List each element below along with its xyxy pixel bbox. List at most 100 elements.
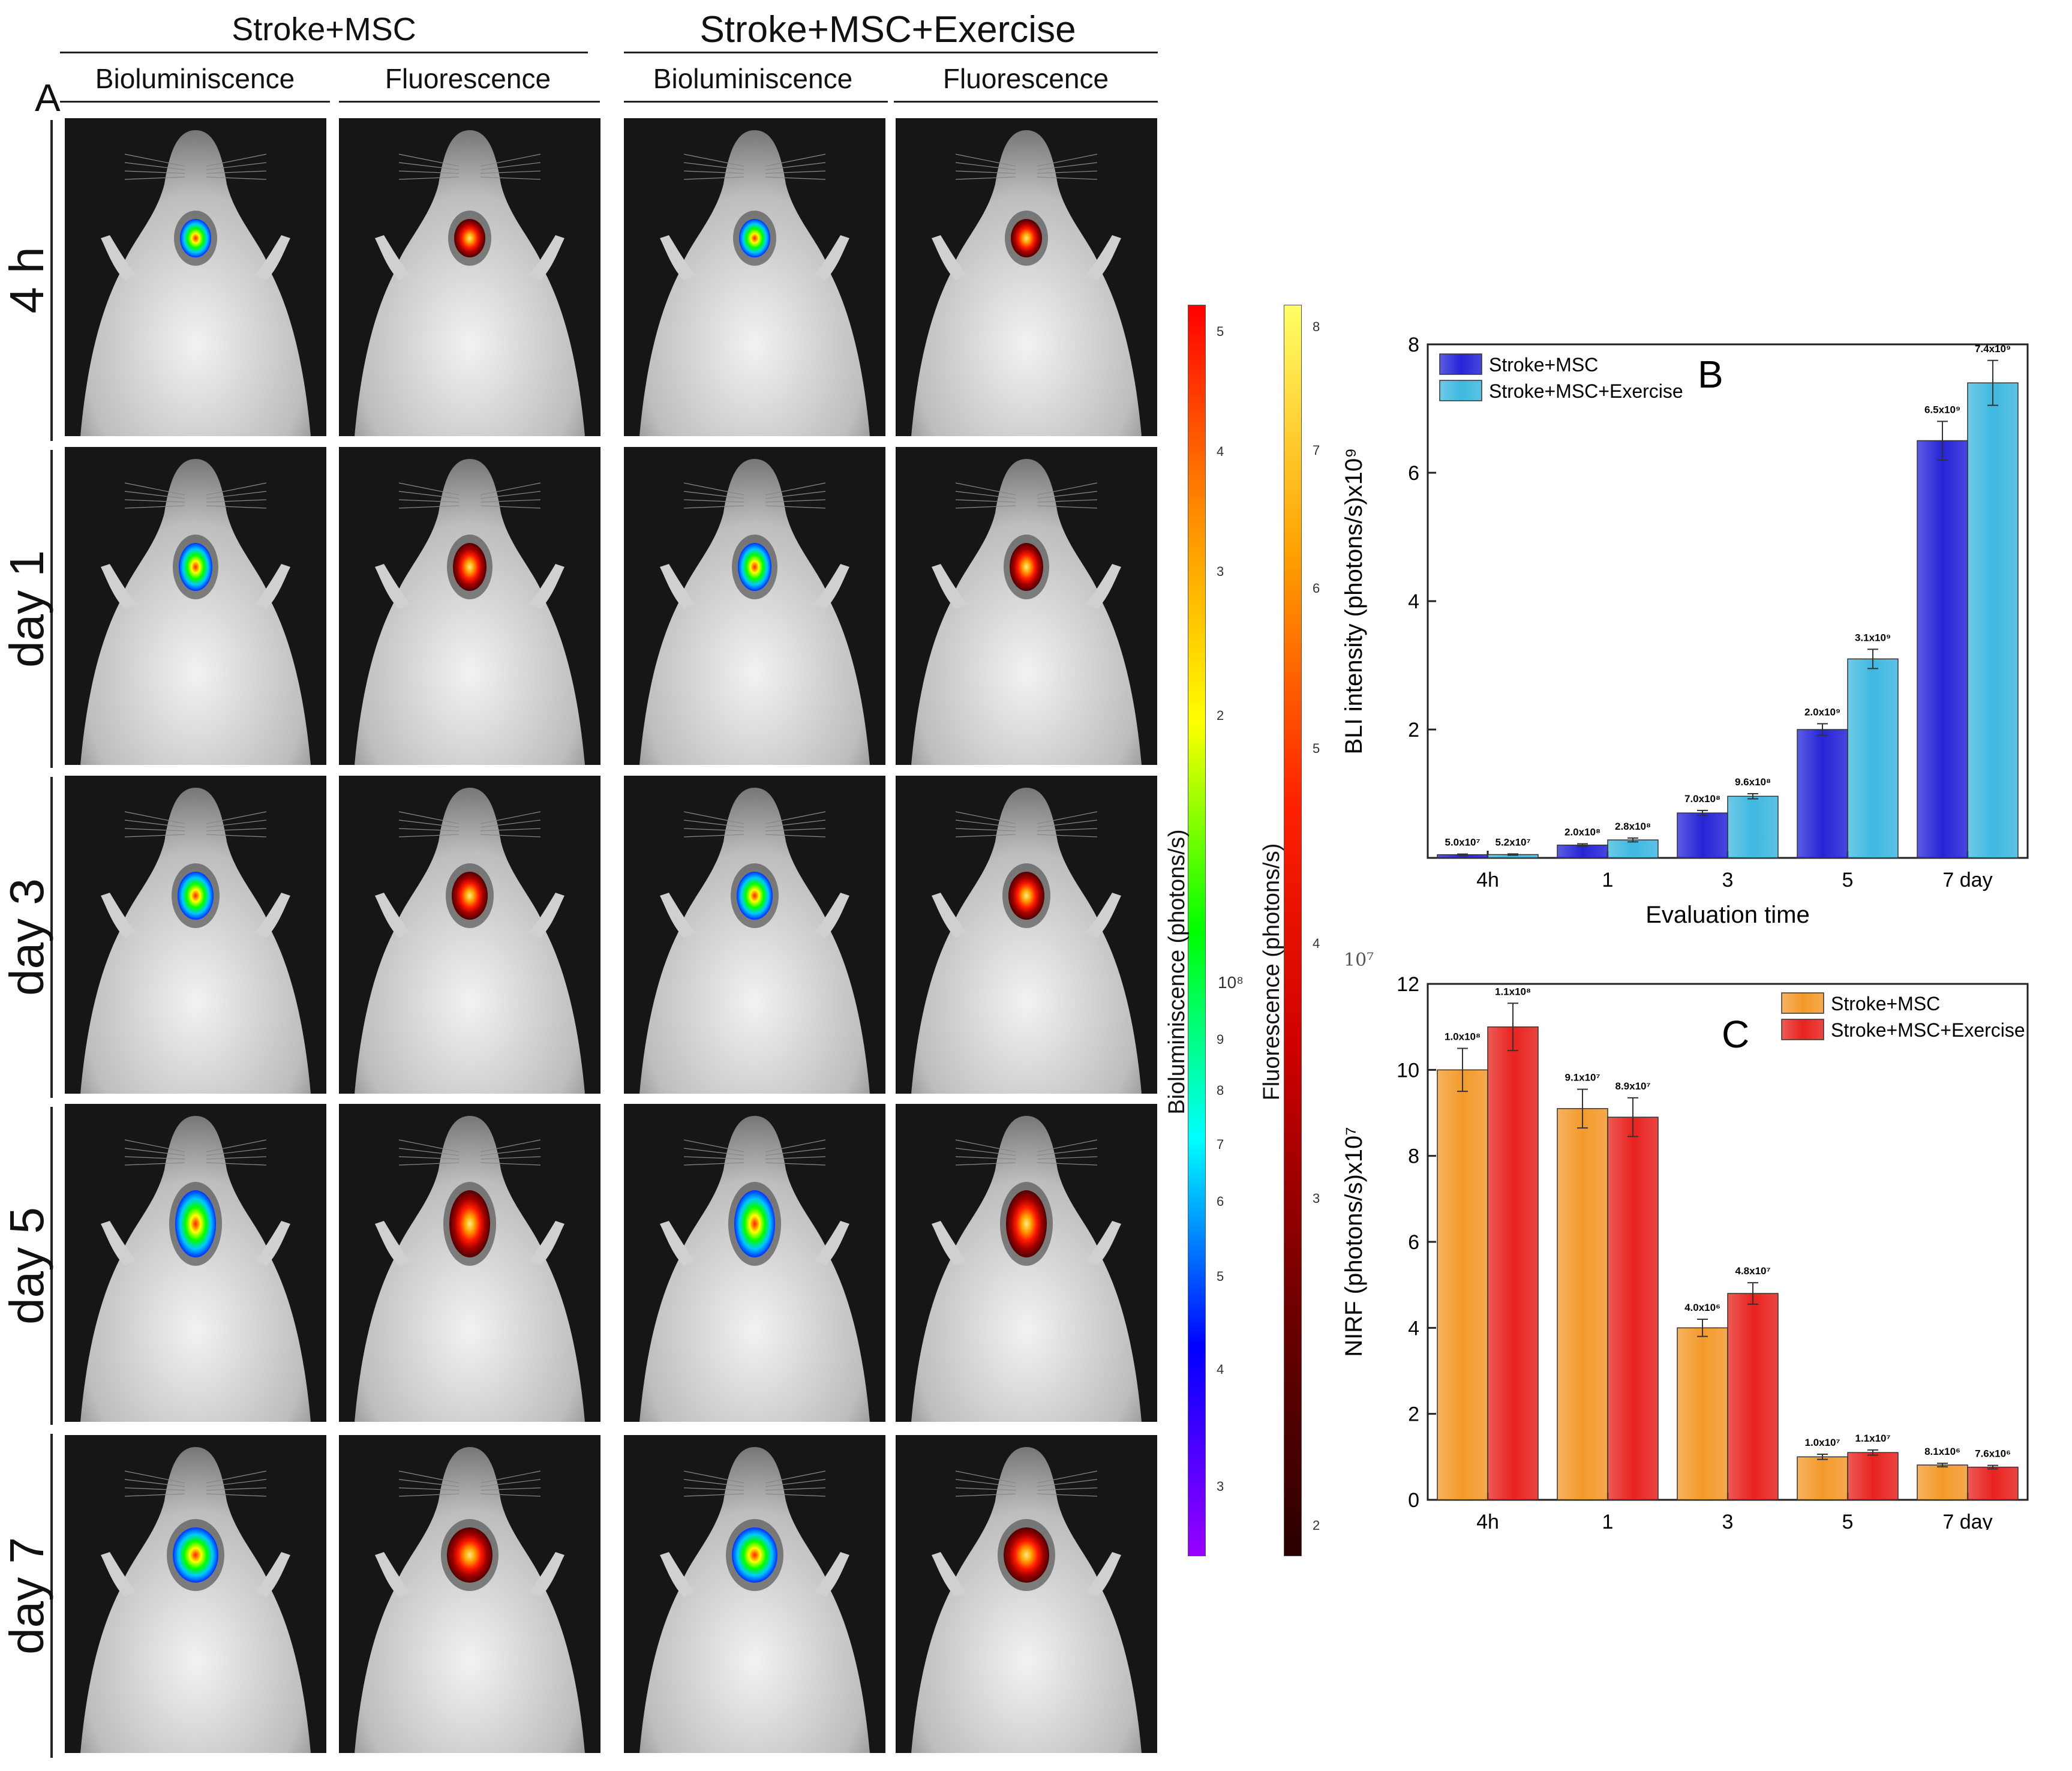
y-tick-label: 6 bbox=[1408, 1231, 1419, 1254]
data-label: 8.1x10⁶ bbox=[1924, 1446, 1960, 1457]
y-tick-label: 0 bbox=[1408, 1489, 1419, 1512]
legend-swatch bbox=[1781, 992, 1824, 1014]
whisker bbox=[955, 499, 1016, 503]
whisker bbox=[765, 1470, 826, 1484]
whisker bbox=[206, 1479, 267, 1487]
y-tick-label: 8 bbox=[1408, 1145, 1419, 1168]
mouse-body bbox=[80, 788, 311, 1094]
mouse-paw bbox=[1085, 564, 1121, 609]
row-divider bbox=[50, 1107, 53, 1425]
mouse-image bbox=[65, 1435, 326, 1753]
colorbar-tick: 2 bbox=[1217, 708, 1224, 723]
signal-spot bbox=[175, 1190, 216, 1257]
mouse-paw bbox=[528, 1552, 564, 1597]
whisker bbox=[955, 1479, 1016, 1487]
mouse-paw bbox=[101, 564, 137, 609]
mouse-paw bbox=[1085, 235, 1121, 280]
whisker bbox=[206, 482, 267, 496]
whisker bbox=[683, 1148, 744, 1156]
whisker bbox=[683, 1139, 744, 1152]
whisker bbox=[480, 828, 541, 832]
whisker bbox=[765, 1487, 826, 1491]
whisker bbox=[955, 1493, 1016, 1497]
mouse-paw bbox=[101, 893, 137, 938]
whisker bbox=[1037, 154, 1098, 167]
mouse-image bbox=[896, 447, 1157, 765]
signal-spot bbox=[734, 1190, 775, 1257]
signal-spot bbox=[1004, 1527, 1049, 1583]
whisker bbox=[765, 1162, 826, 1166]
mouse-paw bbox=[528, 1221, 564, 1266]
whisker bbox=[398, 811, 460, 824]
whisker bbox=[480, 1479, 541, 1487]
mouse-body bbox=[80, 1447, 311, 1753]
whisker bbox=[1037, 1148, 1098, 1156]
whisker bbox=[765, 1148, 826, 1156]
colorbar-tick: 6 bbox=[1217, 1194, 1224, 1209]
whisker bbox=[124, 1156, 185, 1160]
data-label: 2.0x10⁸ bbox=[1564, 826, 1600, 838]
whisker bbox=[1037, 811, 1098, 824]
whisker bbox=[955, 834, 1016, 838]
legend-label: Stroke+MSC+Exercise bbox=[1489, 380, 1683, 402]
whisker bbox=[1037, 176, 1098, 180]
mouse-body bbox=[911, 459, 1142, 765]
bar bbox=[1727, 1293, 1779, 1500]
group-header-stroke-msc: Stroke+MSC bbox=[232, 11, 416, 47]
whisker bbox=[955, 170, 1016, 174]
column-header-fluor-1: Fluorescence bbox=[385, 63, 551, 94]
mouse-paw bbox=[375, 893, 411, 938]
mouse-paw bbox=[932, 564, 968, 609]
fluorescence-colorbar-label: Fluorescence (photons/s) bbox=[1259, 843, 1284, 1101]
colorbar-tick: 7 bbox=[1313, 443, 1320, 458]
bar bbox=[1917, 440, 1968, 859]
whisker bbox=[1037, 499, 1098, 503]
x-tick-label: 1 bbox=[1602, 869, 1614, 891]
row-label-4h: 4 h bbox=[0, 247, 53, 314]
whisker bbox=[206, 820, 267, 828]
whisker bbox=[683, 1162, 744, 1166]
whisker bbox=[683, 491, 744, 499]
whisker bbox=[955, 505, 1016, 509]
whisker bbox=[206, 1139, 267, 1152]
whisker bbox=[124, 1139, 185, 1152]
whisker bbox=[683, 1487, 744, 1491]
mouse-paw bbox=[1085, 893, 1121, 938]
legend-label: Stroke+MSC bbox=[1831, 993, 1940, 1014]
mouse-image bbox=[624, 447, 885, 765]
whisker bbox=[206, 176, 267, 180]
bar bbox=[1917, 1464, 1968, 1500]
column-header-biolum-1: Bioluminiscence bbox=[95, 63, 295, 94]
imaging-panel bbox=[896, 1435, 1157, 1753]
whisker bbox=[1037, 828, 1098, 832]
mouse-body bbox=[639, 1447, 870, 1753]
whisker bbox=[683, 176, 744, 180]
colorbar-tick: 2 bbox=[1313, 1518, 1320, 1533]
row-label-day7: day 7 bbox=[0, 1537, 53, 1655]
whisker bbox=[683, 834, 744, 838]
mouse-body bbox=[355, 459, 585, 765]
signal-spot bbox=[179, 543, 212, 591]
whisker bbox=[955, 1162, 1016, 1166]
signal-spot bbox=[449, 1190, 490, 1257]
mouse-body bbox=[355, 788, 585, 1094]
whisker bbox=[398, 820, 460, 828]
x-tick-label: 3 bbox=[1722, 1511, 1734, 1530]
mouse-body bbox=[639, 1116, 870, 1422]
imaging-panel bbox=[624, 447, 885, 765]
colorbar-tick: 8 bbox=[1217, 1083, 1224, 1098]
mouse-paw bbox=[932, 893, 968, 938]
whisker bbox=[480, 820, 541, 828]
whisker bbox=[480, 1148, 541, 1156]
column-header-biolum-2: Bioluminiscence bbox=[653, 63, 853, 94]
data-label: 4.8x10⁷ bbox=[1735, 1265, 1770, 1277]
whisker bbox=[398, 176, 460, 180]
whisker bbox=[683, 820, 744, 828]
mouse-body bbox=[911, 1116, 1142, 1422]
signal-spot bbox=[454, 219, 485, 257]
mouse-paw bbox=[101, 1552, 137, 1597]
bar bbox=[1557, 1108, 1608, 1500]
y-tick-label: 8 bbox=[1408, 334, 1419, 356]
mouse-body bbox=[80, 1116, 311, 1422]
imaging-panel bbox=[896, 447, 1157, 765]
